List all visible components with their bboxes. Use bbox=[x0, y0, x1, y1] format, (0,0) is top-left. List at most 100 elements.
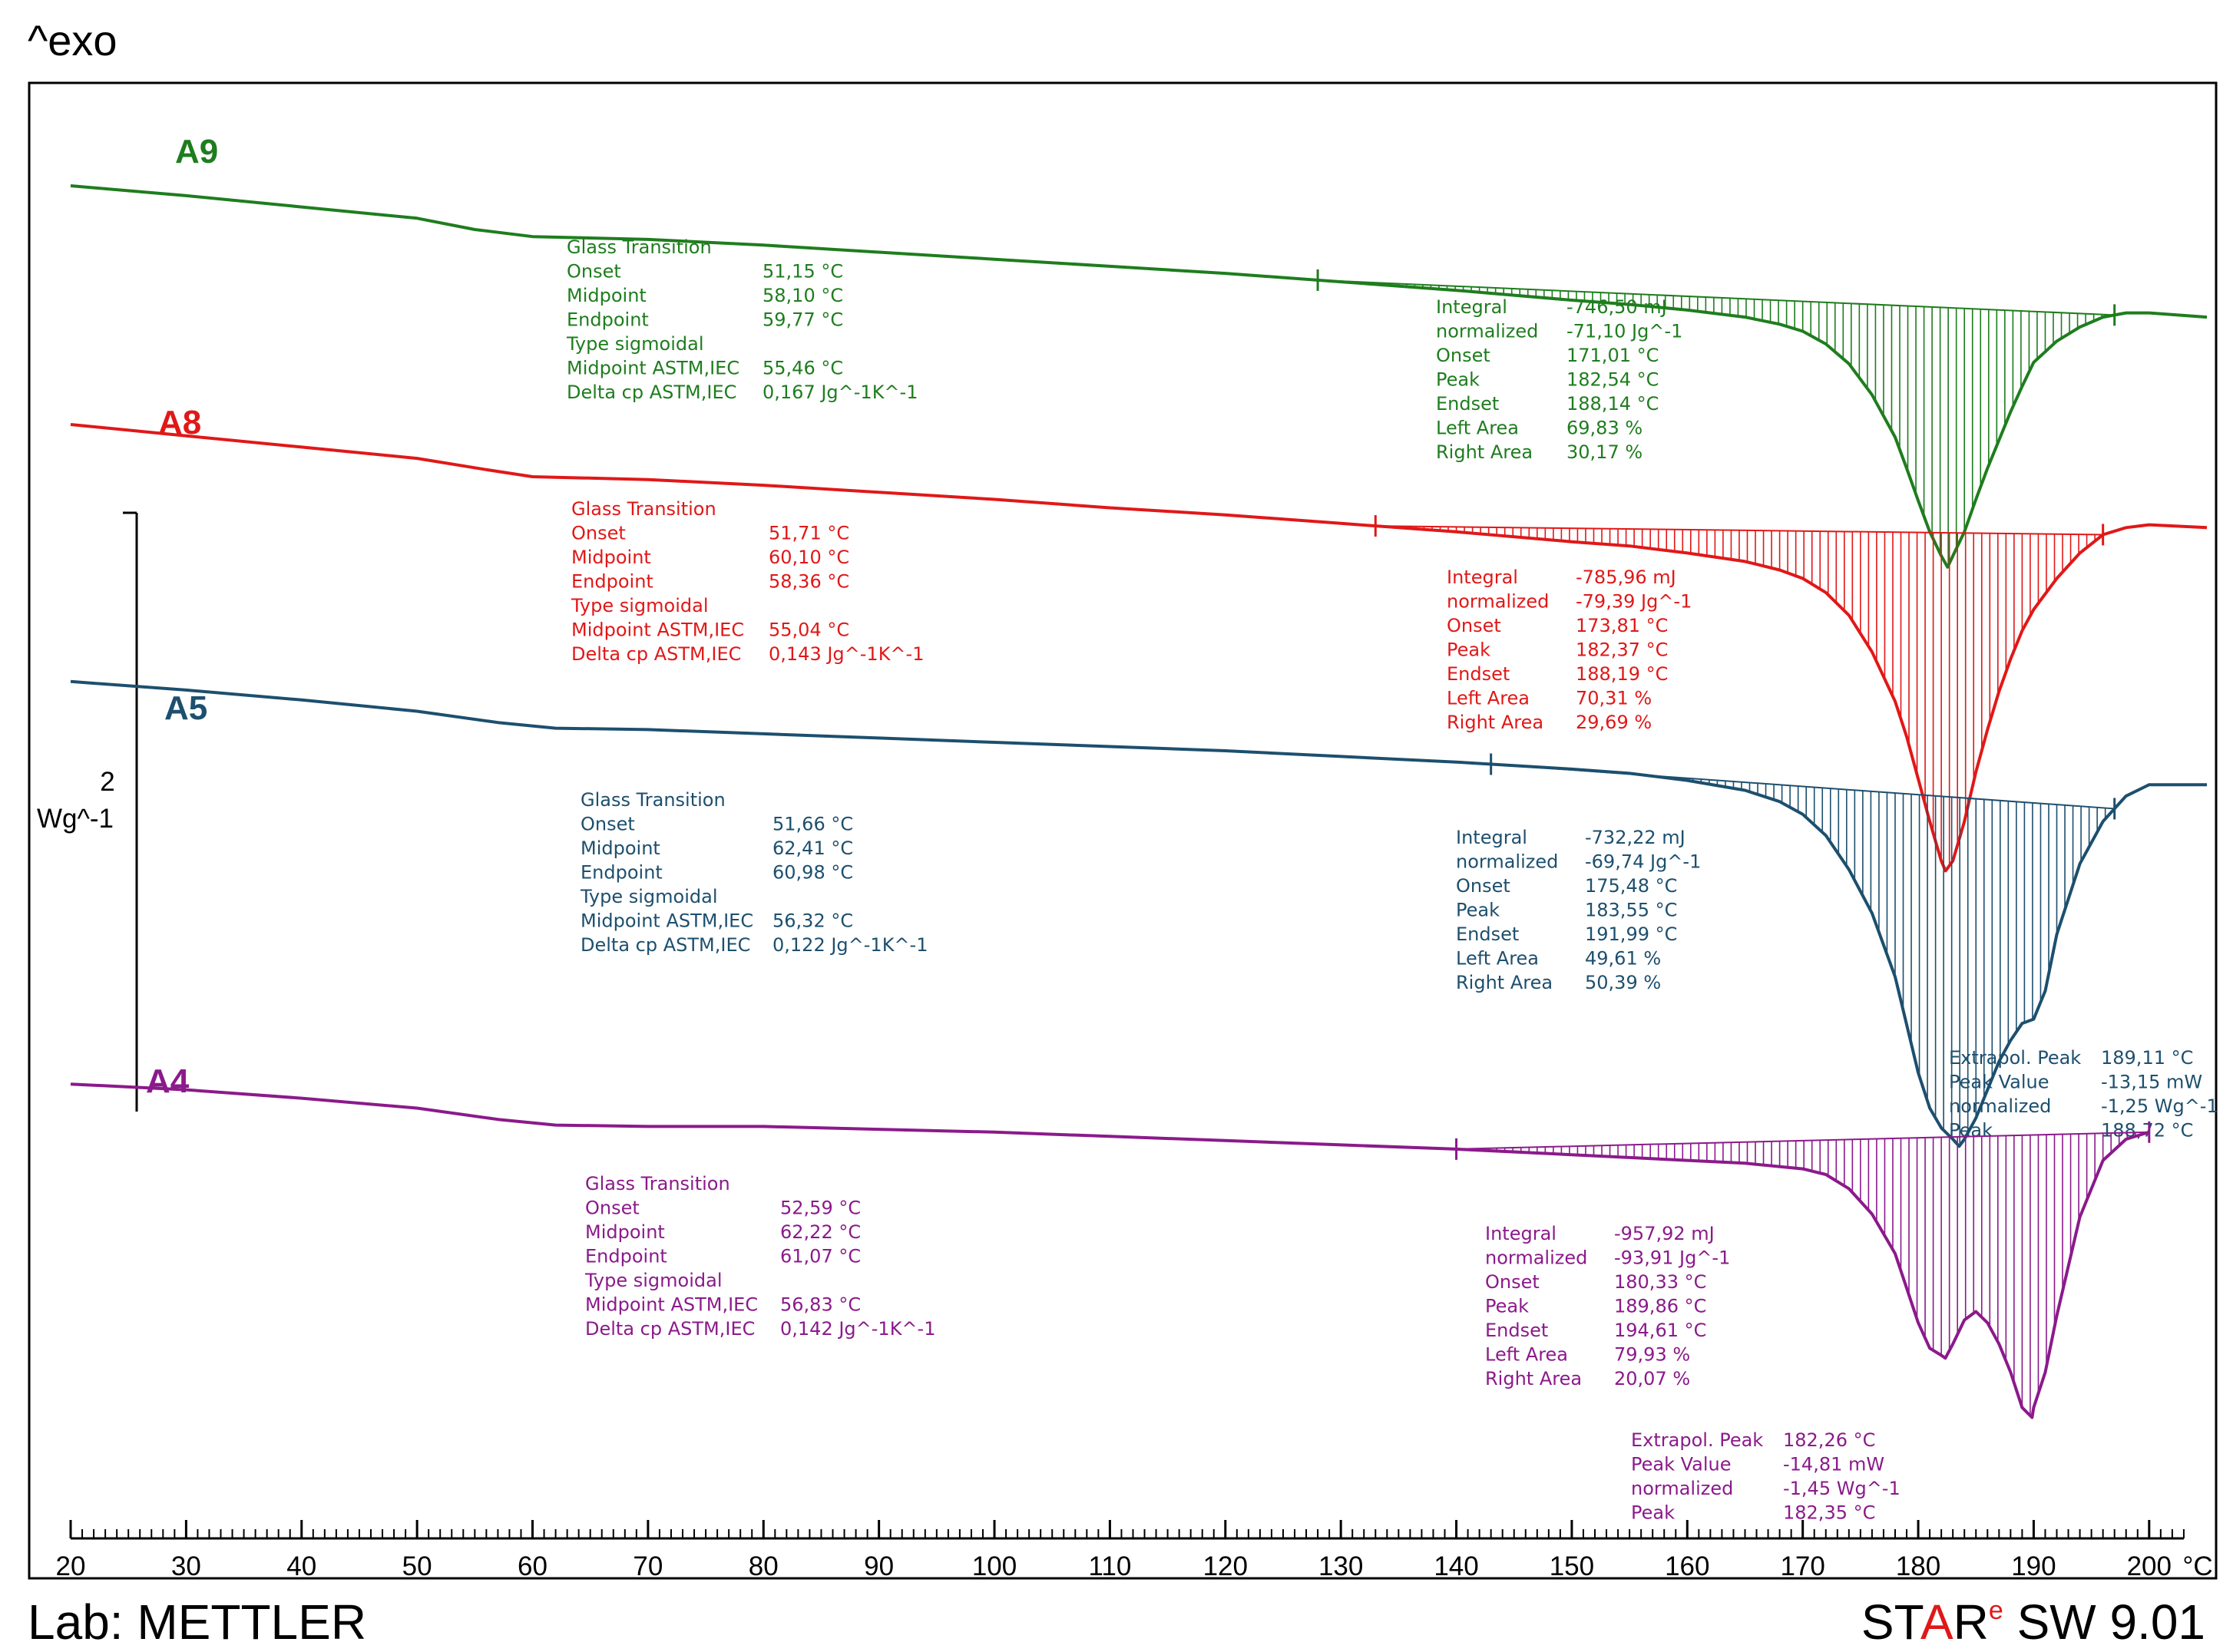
extrapolated-label: Peak Value bbox=[1949, 1072, 2049, 1093]
extrapolated-label: Peak bbox=[1949, 1120, 1993, 1142]
integral-label: Right Area bbox=[1485, 1368, 1582, 1389]
integral-label: Peak bbox=[1447, 639, 1490, 661]
annotation-label: Midpoint ASTM,IEC bbox=[581, 910, 753, 932]
glass-transition-title: Glass Transition bbox=[571, 498, 716, 520]
integral-label: Left Area bbox=[1485, 1344, 1568, 1366]
annotation-label: Endpoint bbox=[567, 309, 649, 331]
integral-value: 173,81 °C bbox=[1576, 615, 1668, 636]
series-a5: A5 Glass Transition Onset 51,66 °C Midpoint 6… bbox=[70, 679, 2218, 1148]
annotation-label: Type sigmoidal bbox=[580, 886, 718, 907]
scale-bar-value: 2 bbox=[100, 767, 114, 797]
annotation-label: Midpoint bbox=[571, 547, 651, 568]
annotation-value: 59,77 °C bbox=[763, 309, 843, 331]
annotation-label: Midpoint bbox=[585, 1221, 665, 1243]
data-line bbox=[70, 184, 2208, 569]
integral-value: 183,55 °C bbox=[1585, 900, 1677, 921]
extrapolated-value: -1,45 Wg^-1 bbox=[1783, 1478, 1901, 1499]
data-line bbox=[70, 1082, 2150, 1419]
integration-baseline bbox=[1375, 525, 2103, 536]
glass-transition-title: Glass Transition bbox=[581, 789, 726, 811]
integral-label: Peak bbox=[1485, 1296, 1529, 1317]
software-version: SW 9.01 bbox=[2003, 1594, 2205, 1650]
integral-label: Onset bbox=[1436, 345, 1490, 366]
integral-value: 49,61 % bbox=[1585, 948, 1661, 970]
data-line bbox=[70, 423, 2208, 873]
software-a: A bbox=[1920, 1594, 1953, 1650]
integral-label: Left Area bbox=[1447, 688, 1530, 709]
annotation-value: 55,46 °C bbox=[763, 358, 843, 379]
glass-transition-title: Glass Transition bbox=[585, 1173, 730, 1194]
integral-value: -746,50 mJ bbox=[1566, 296, 1667, 318]
integral-label: Endset bbox=[1456, 923, 1519, 945]
x-tick-label: 60 bbox=[518, 1551, 547, 1581]
x-tick-label: 190 bbox=[2011, 1551, 2056, 1581]
integral-value: 188,19 °C bbox=[1576, 663, 1668, 685]
integral-label: Peak bbox=[1456, 900, 1500, 921]
annotation-label: Midpoint ASTM,IEC bbox=[567, 358, 739, 379]
integral-label: Onset bbox=[1447, 615, 1501, 636]
x-axis: 20 30 40 50 60 70 80 90 100 110 120 130 140 150 160 170… bbox=[56, 1520, 2213, 1581]
integral-value: 182,37 °C bbox=[1576, 639, 1668, 661]
annotation-value: 62,41 °C bbox=[772, 838, 853, 859]
integral-value: 171,01 °C bbox=[1566, 345, 1659, 366]
software-label: STARe SW 9.01 bbox=[1861, 1594, 2205, 1650]
integral-value: -732,22 mJ bbox=[1585, 827, 1686, 848]
annotation-value: 0,122 Jg^-1K^-1 bbox=[772, 934, 928, 956]
data-line bbox=[70, 679, 2207, 1148]
x-tick-label: 30 bbox=[171, 1551, 201, 1581]
integral-label: Onset bbox=[1456, 875, 1510, 897]
annotation-value: 51,15 °C bbox=[763, 261, 843, 282]
annotation-label: Midpoint ASTM,IEC bbox=[571, 620, 744, 641]
annotation-label: Onset bbox=[581, 814, 635, 835]
x-tick-label: 100 bbox=[972, 1551, 1017, 1581]
x-tick-label: 200 bbox=[2127, 1551, 2172, 1581]
lab-label: Lab: METTLER bbox=[28, 1594, 366, 1650]
extrapolated-value: 182,26 °C bbox=[1783, 1429, 1875, 1451]
annotation-value: 51,66 °C bbox=[772, 814, 853, 835]
integral-value: -785,96 mJ bbox=[1576, 567, 1676, 588]
annotation-value: 0,143 Jg^-1K^-1 bbox=[769, 643, 924, 665]
series-label: A4 bbox=[146, 1062, 190, 1100]
annotation-value: 56,32 °C bbox=[772, 910, 853, 932]
integral-label: Integral bbox=[1485, 1223, 1556, 1244]
extrapolated-value: 189,11 °C bbox=[2101, 1047, 2193, 1069]
integration-baseline bbox=[1456, 1131, 2149, 1150]
integral-value: 69,83 % bbox=[1566, 418, 1642, 439]
x-tick-label: 160 bbox=[1665, 1551, 1709, 1581]
x-tick-label: 140 bbox=[1434, 1551, 1478, 1581]
annotation-value: 51,71 °C bbox=[769, 523, 849, 544]
integral-label: normalized bbox=[1447, 591, 1549, 613]
annotation-value: 55,04 °C bbox=[769, 620, 849, 641]
integral-label: Right Area bbox=[1436, 441, 1533, 463]
annotation-label: Delta cp ASTM,IEC bbox=[571, 643, 741, 665]
annotation-label: Onset bbox=[567, 261, 621, 282]
annotation-label: Type sigmoidal bbox=[566, 333, 704, 355]
integral-label: Left Area bbox=[1436, 418, 1519, 439]
integral-value: -71,10 Jg^-1 bbox=[1566, 321, 1682, 342]
x-tick-label: 180 bbox=[1896, 1551, 1940, 1581]
integral-value: 180,33 °C bbox=[1614, 1271, 1706, 1293]
integral-label: Endset bbox=[1447, 663, 1510, 685]
x-tick-label: 150 bbox=[1550, 1551, 1594, 1581]
annotation-label: Midpoint bbox=[567, 285, 647, 306]
annotation-label: Type sigmoidal bbox=[584, 1270, 723, 1291]
x-tick-label: 90 bbox=[864, 1551, 894, 1581]
annotation-label: Delta cp ASTM,IEC bbox=[581, 934, 750, 956]
annotation-value: 60,10 °C bbox=[769, 547, 849, 568]
annotation-value: 0,167 Jg^-1K^-1 bbox=[763, 382, 918, 403]
x-tick-label: 170 bbox=[1780, 1551, 1824, 1581]
annotation-label: Onset bbox=[571, 523, 626, 544]
x-tick-label: 50 bbox=[402, 1551, 432, 1581]
annotation-label: Midpoint bbox=[581, 838, 660, 859]
annotation-label: Endpoint bbox=[581, 862, 663, 884]
series-layer: A9 Glass Transition Onset 51,15 °C Midpoint 5… bbox=[70, 133, 2218, 1524]
scale-bar-unit: Wg^-1 bbox=[37, 804, 114, 834]
annotation-value: 56,83 °C bbox=[780, 1294, 861, 1316]
integral-label: normalized bbox=[1456, 851, 1558, 873]
integral-label: Right Area bbox=[1447, 712, 1543, 733]
software-sup: e bbox=[1989, 1596, 2003, 1625]
integral-value: -93,91 Jg^-1 bbox=[1614, 1247, 1730, 1269]
integral-label: normalized bbox=[1485, 1247, 1587, 1269]
integral-value: -79,39 Jg^-1 bbox=[1576, 591, 1692, 613]
